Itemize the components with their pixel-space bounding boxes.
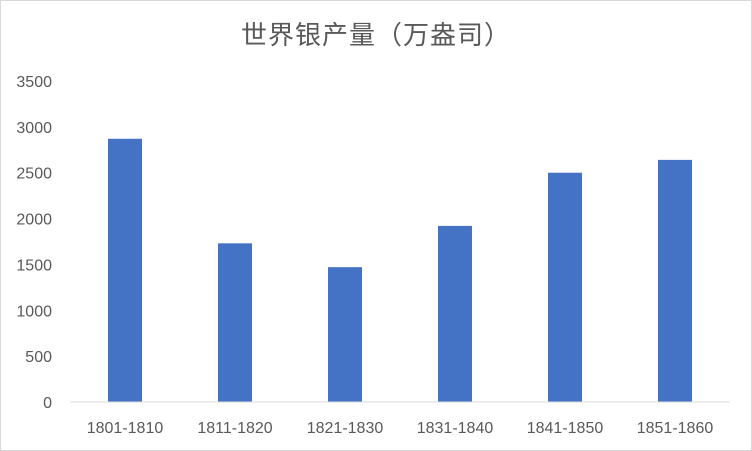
y-tick-label: 0 — [43, 395, 52, 412]
y-tick-label: 500 — [25, 349, 52, 366]
x-tick-label: 1821-1830 — [307, 420, 384, 437]
y-tick-label: 2500 — [16, 166, 52, 183]
y-tick-label: 1000 — [16, 303, 52, 320]
bar — [548, 172, 582, 402]
bar — [108, 138, 142, 402]
bar — [328, 267, 362, 402]
x-tick-label: 1841-1850 — [527, 420, 604, 437]
y-tick-label: 3500 — [16, 74, 52, 91]
y-tick-label: 3000 — [16, 120, 52, 137]
y-tick-label: 2000 — [16, 212, 52, 229]
chart-title: 世界银产量（万盎司） — [240, 21, 511, 51]
x-tick-label: 1811-1820 — [197, 420, 272, 437]
y-tick-label: 1500 — [16, 257, 52, 274]
x-tick-label: 1801-1810 — [87, 420, 164, 437]
x-tick-label: 1851-1860 — [637, 420, 714, 437]
bar — [658, 159, 692, 402]
bar — [218, 243, 252, 402]
x-tick-label: 1831-1840 — [417, 420, 494, 437]
bar — [438, 225, 472, 402]
